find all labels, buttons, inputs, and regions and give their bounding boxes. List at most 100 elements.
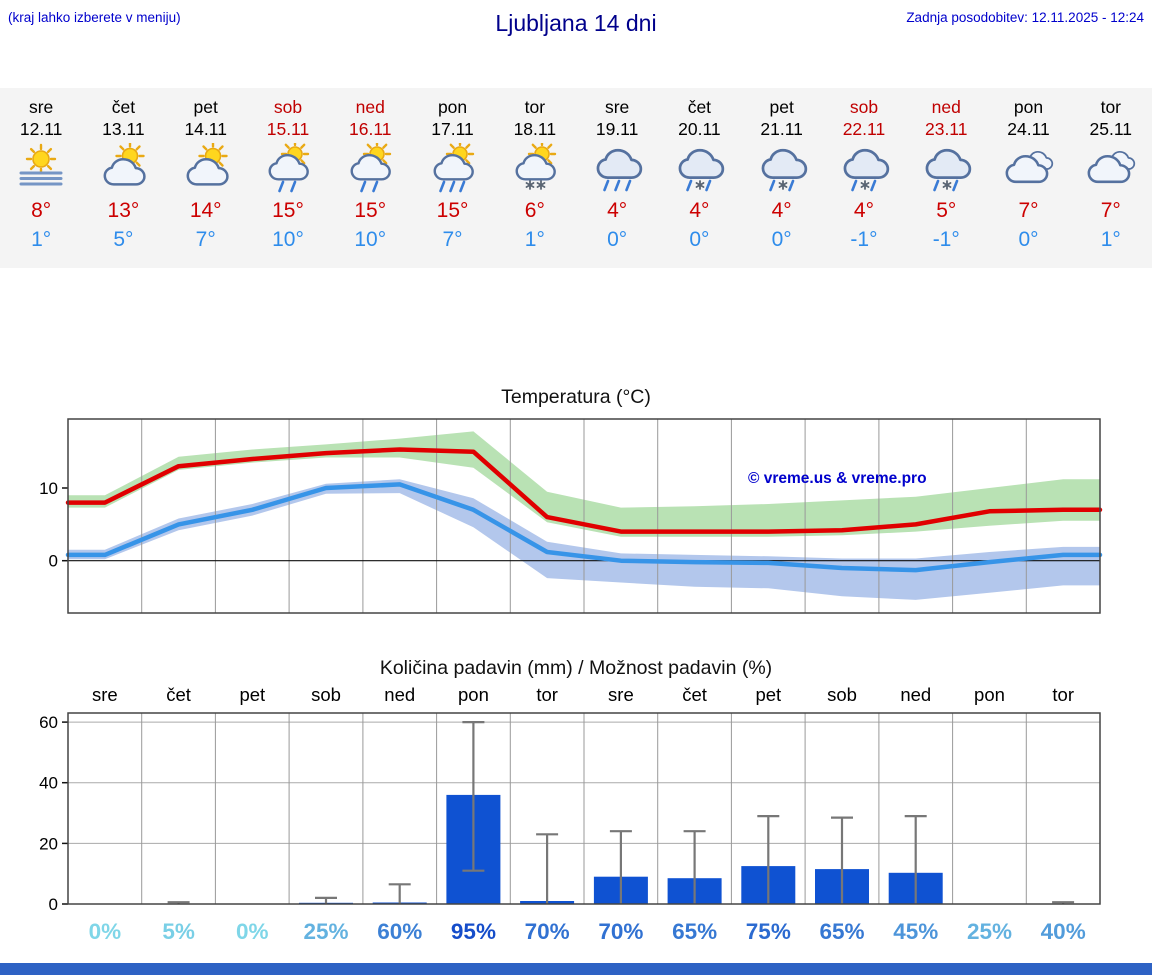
high-temp: 15°	[354, 199, 387, 222]
low-temp: 0°	[607, 228, 628, 251]
sleet-icon	[823, 142, 905, 194]
rain-icon	[576, 142, 658, 194]
precip-probability: 65%	[819, 919, 865, 944]
sun-cloud-icon	[82, 142, 164, 194]
sleet-icon	[905, 142, 987, 194]
low-temp: 0°	[771, 228, 792, 251]
low-temp: 10°	[272, 228, 304, 251]
forecast-day: sre 12.11 8° 1°	[0, 96, 82, 254]
precip-probability: 25%	[966, 919, 1012, 944]
high-temp: 5°	[936, 199, 957, 222]
max temperature-line	[65, 447, 1103, 534]
low-temp: 5°	[113, 228, 134, 251]
precip-probability: 60%	[377, 919, 423, 944]
day-name: sre	[604, 97, 630, 117]
precip-probability: 40%	[1040, 919, 1086, 944]
precip-day-label: sre	[92, 684, 118, 705]
high-temp: 7°	[1100, 199, 1121, 222]
day-date: 16.11	[349, 119, 392, 139]
fog-sun-icon	[0, 142, 82, 194]
day-name: tor	[1100, 97, 1122, 117]
precip-day-label: čet	[682, 684, 707, 705]
high-temp: 8°	[31, 199, 52, 222]
temperature-chart-title: Temperatura (°C)	[501, 386, 651, 408]
high-temp: 6°	[524, 199, 545, 222]
precip-probability-row: 0% 5% 0% 25% 60% 95% 70% 70% 65% 75% 65% 45% 25% 40%	[0, 917, 1152, 947]
precip-day-label: pet	[239, 684, 266, 705]
precip-y-tick: 60	[39, 713, 58, 732]
day-date: 19.11	[595, 119, 639, 139]
precip-day-label: ned	[900, 684, 932, 705]
day-name: sob	[849, 97, 879, 117]
precip-day-label: čet	[166, 684, 191, 705]
day-date: 23.11	[924, 119, 968, 139]
forecast-day: čet 20.11 4° 0°	[658, 96, 740, 254]
forecast-day: pon 17.11 15° 7°	[411, 96, 493, 254]
forecast-day: sob 15.11 15° 10°	[247, 96, 329, 254]
last-update: Zadnja posodobitev: 12.11.2025 - 12:24	[906, 10, 1144, 25]
precip-probability: 0%	[236, 919, 269, 944]
page-title: Ljubljana 14 dni	[495, 10, 657, 36]
high-temp: 4°	[607, 199, 628, 222]
precip-y-tick: 20	[39, 834, 58, 853]
sun-cloud-icon	[165, 142, 247, 194]
forecast-day: ned 23.11 5° -1°	[905, 96, 987, 254]
watermark-link[interactable]: © vreme.us & vreme.pro	[748, 470, 927, 487]
precip-probability: 25%	[303, 919, 349, 944]
day-name: ned	[355, 97, 385, 117]
day-name: pet	[193, 97, 218, 117]
high-temp: 4°	[689, 199, 710, 222]
temp-y-tick: 10	[39, 479, 58, 498]
forecast-day: sre 19.11 4° 0°	[576, 96, 658, 254]
sleet-icon	[741, 142, 823, 194]
forecast-day: tor 18.11 6° 1°	[494, 96, 576, 254]
day-name: tor	[524, 97, 546, 117]
sun-snow-icon	[494, 142, 576, 194]
low-temp: 0°	[689, 228, 710, 251]
forecast-strip: sre 12.11 8° 1° čet 13.11 13° 5° pet 14.11 14° 7° so…	[0, 88, 1152, 268]
precip-probability: 45%	[893, 919, 939, 944]
sun-rain-icon	[411, 142, 493, 194]
day-name: čet	[111, 97, 136, 117]
precip-probability: 5%	[162, 919, 195, 944]
high-temp: 13°	[107, 199, 140, 222]
precip-y-tick: 0	[49, 895, 58, 913]
precip-probability: 65%	[672, 919, 718, 944]
precip-day-label: pet	[755, 684, 782, 705]
precip-probability: 0%	[88, 919, 122, 944]
day-name: sre	[28, 97, 54, 117]
low-temp: -1°	[850, 228, 878, 251]
day-name: ned	[931, 97, 961, 117]
low-temp: 7°	[195, 228, 216, 251]
day-date: 22.11	[842, 119, 886, 139]
forecast-day: pet 14.11 14° 7°	[165, 96, 247, 254]
day-date: 21.11	[760, 119, 803, 139]
forecast-day: čet 13.11 13° 5°	[82, 96, 164, 254]
high-temp: 15°	[272, 199, 304, 222]
high-temp: 7°	[1018, 199, 1039, 222]
forecast-day: pon 24.11 7° 0°	[987, 96, 1069, 254]
day-date: 24.11	[1007, 119, 1050, 139]
day-date: 15.11	[266, 119, 310, 139]
forecast-day: pet 21.11 4° 0°	[741, 96, 823, 254]
low-temp: -1°	[932, 228, 960, 251]
high-temp: 4°	[853, 199, 874, 222]
high-temp: 14°	[189, 199, 222, 222]
sleet-icon	[658, 142, 740, 194]
precip-chart: 0 20 40 60	[39, 712, 1101, 913]
header: (kraj lahko izberete v meniju) Ljubljana…	[0, 0, 1152, 48]
location-menu-hint: (kraj lahko izberete v meniju)	[8, 10, 181, 25]
day-date: 13.11	[102, 119, 145, 139]
forecast-day: sob 22.11 4° -1°	[823, 96, 905, 254]
precip-probability: 70%	[524, 919, 570, 944]
precip-y-tick: 40	[39, 774, 58, 793]
forecast-day: ned 16.11 15° 10°	[329, 96, 411, 254]
low-temp: 1°	[1100, 228, 1121, 251]
day-date: 20.11	[678, 119, 721, 139]
temperature-chart: 0 10 © vreme.us & vreme.pro	[39, 418, 1103, 614]
footer-bar	[0, 963, 1152, 975]
precip-probability: 95%	[450, 919, 496, 944]
precip-day-label: sre	[608, 684, 634, 705]
min temperature-line	[65, 482, 1103, 573]
cloudy-icon	[1070, 142, 1152, 194]
